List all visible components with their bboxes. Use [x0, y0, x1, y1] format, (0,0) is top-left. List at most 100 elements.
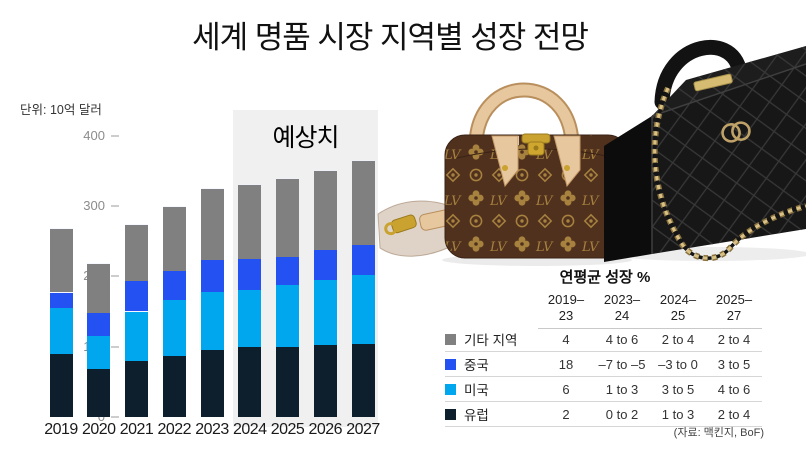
bar-chart: 단위: 10억 달러 예상치 0100200300400 20192020202… [0, 95, 400, 449]
bar-2021 [125, 224, 148, 417]
y-tick-mark [111, 134, 119, 137]
column-header: 2019– 23 [547, 292, 585, 323]
growth-table: 연평균 성장 % 2019– 23 2023– 24 2024– 25 2025– 2… [440, 262, 770, 449]
x-axis-label: 2019 [44, 421, 78, 438]
bar-segment-기타 지역 [313, 170, 337, 251]
bar-segment-유럽 [238, 347, 262, 417]
chanel-front-quilt [652, 64, 806, 254]
bar-2019 [49, 229, 73, 417]
bar-segment-유럽 [49, 353, 73, 417]
column-header: 2025– 27 [715, 292, 753, 323]
bar-2022 [162, 207, 186, 417]
table-cell: 2 to 4 [717, 406, 751, 422]
lv-strap-clasp [384, 214, 417, 236]
bar-segment-기타 지역 [49, 229, 73, 293]
bar-segment-유럽 [162, 355, 186, 417]
table-cell: –7 to –5 [598, 356, 646, 372]
table-body: 기타 지역 4 4 to 6 2 to 4 2 to 4 중국 18 –7 to –5 –3 t… [445, 327, 762, 427]
y-tick-mark [111, 204, 119, 207]
bar-segment-미국 [276, 284, 299, 347]
row-label: 기타 지역 [464, 333, 518, 348]
row-label: 미국 [464, 383, 489, 398]
bar-segment-중국 [276, 256, 299, 285]
row-label: 중국 [464, 358, 489, 373]
legend-swatch-중국 [445, 358, 456, 370]
table-cell: 4 to 6 [717, 381, 751, 397]
bar-segment-기타 지역 [238, 184, 262, 260]
bar-segment-유럽 [351, 343, 375, 417]
bar-2023 [200, 189, 224, 417]
bar-2020 [87, 263, 111, 417]
x-axis-label: 2021 [119, 421, 154, 438]
bar-segment-중국 [313, 250, 337, 280]
lv-gold-lock [521, 133, 551, 156]
bar-segment-기타 지역 [200, 189, 224, 261]
table-row: 미국 6 1 to 3 3 to 5 4 to 6 [445, 377, 762, 402]
bar-2024 [238, 184, 262, 417]
lv-tab-left [491, 135, 519, 188]
bar-segment-기타 지역 [276, 179, 299, 257]
legend-swatch-미국 [445, 383, 456, 395]
x-axis-label: 2027 [346, 421, 380, 438]
lv-rivet-right [564, 165, 570, 171]
unit-label: 단위: 10억 달러 [20, 103, 102, 117]
bar-segment-유럽 [200, 350, 224, 417]
table-title: 연평균 성장 % [559, 269, 651, 286]
y-tick-label: 300 [83, 197, 105, 213]
bar-segment-기타 지역 [162, 207, 186, 272]
bar-segment-기타 지역 [125, 224, 148, 282]
bar-segment-미국 [238, 289, 262, 348]
table-cell: 6 [562, 381, 570, 397]
x-axis-label: 2024 [232, 421, 267, 438]
y-tick-mark [111, 345, 119, 348]
table-row: 기타 지역 4 4 to 6 2 to 4 2 to 4 [445, 327, 762, 352]
row-label: 유럽 [464, 408, 489, 423]
chanel-side-face [604, 116, 652, 262]
column-header: 2023– 24 [603, 292, 641, 323]
legend-swatch-기타 지역 [445, 333, 456, 345]
column-header: 2024– 25 [659, 292, 697, 323]
forecast-label: 예상치 [272, 124, 339, 152]
chanel-cc-logo [721, 121, 751, 143]
table-cell: 2 to 4 [661, 331, 695, 347]
x-axis-label: 2023 [195, 421, 229, 438]
table-cell: 2 [562, 406, 570, 422]
table-cell: 18 [558, 356, 574, 372]
page-title: 세계 명품 시장 지역별 성장 전망 [192, 20, 589, 55]
bar-segment-미국 [351, 274, 375, 344]
x-axis-label: 2026 [308, 421, 343, 438]
bar-segment-미국 [49, 307, 73, 354]
chanel-chain [651, 86, 806, 262]
bar-segment-중국 [351, 244, 375, 275]
bar-2027 [351, 160, 375, 417]
chanel-handbag-image [604, 39, 806, 262]
x-axis-label: 2020 [81, 421, 116, 438]
chanel-handle [654, 39, 748, 110]
bar-segment-미국 [87, 336, 111, 370]
source-note: (자료: 맥킨지, BoF) [673, 427, 764, 439]
table-row: 유럽 2 0 to 2 1 to 3 2 to 4 [445, 402, 762, 427]
lv-rivet-left [502, 165, 508, 171]
y-tick-mark [111, 416, 119, 418]
table-cell: 3 to 5 [717, 356, 751, 372]
legend-swatch-유럽 [445, 408, 456, 420]
bar-segment-미국 [313, 279, 337, 346]
bar-segment-유럽 [276, 346, 299, 417]
table-cell: 1 to 3 [661, 406, 695, 422]
table-cell: 3 to 5 [661, 381, 695, 397]
bar-segment-미국 [200, 291, 224, 351]
table-cell: 1 to 3 [605, 381, 639, 397]
table-cell: 2 to 4 [717, 331, 751, 347]
bar-segment-유럽 [87, 369, 111, 417]
lv-bag-group [377, 82, 632, 266]
x-axis-label: 2022 [157, 421, 192, 438]
chanel-edge-highlight [651, 63, 806, 254]
y-tick-label: 400 [83, 127, 105, 143]
lv-handle [470, 84, 578, 150]
bar-segment-기타 지역 [87, 263, 111, 313]
y-tick-mark [111, 275, 119, 278]
table-cell: 4 to 6 [605, 331, 639, 347]
lv-handbag-image: LV [377, 82, 632, 266]
bar-segment-미국 [125, 311, 148, 361]
